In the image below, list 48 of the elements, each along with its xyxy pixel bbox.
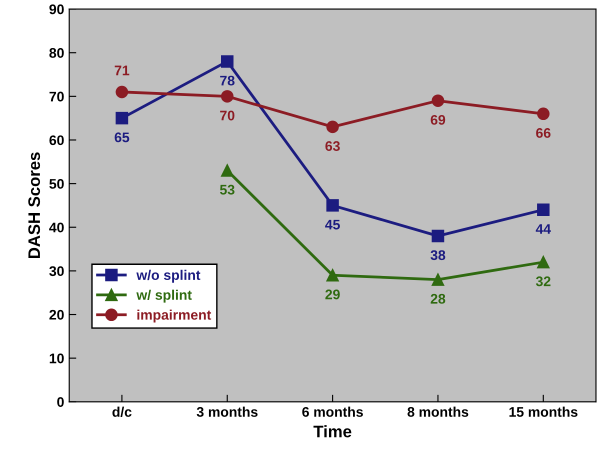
y-tick-label: 20 bbox=[49, 310, 64, 320]
point bbox=[432, 94, 444, 107]
y-tick-label: 40 bbox=[49, 222, 64, 232]
data-label: 45 bbox=[325, 220, 340, 230]
point bbox=[221, 90, 234, 103]
y-tick-label: 0 bbox=[57, 397, 64, 407]
x-axis-title: Time bbox=[313, 425, 352, 438]
data-label: 32 bbox=[536, 276, 550, 286]
x-tick-label: 15 months bbox=[509, 406, 578, 417]
point bbox=[432, 230, 444, 242]
point bbox=[221, 164, 234, 177]
point bbox=[116, 112, 128, 124]
point bbox=[326, 199, 339, 212]
x-tick-label: 3 months bbox=[196, 406, 258, 417]
x-tick-label: 8 months bbox=[408, 406, 468, 417]
data-label: 78 bbox=[220, 76, 235, 86]
point bbox=[537, 256, 550, 268]
point bbox=[116, 86, 128, 98]
data-label: 29 bbox=[325, 290, 340, 300]
data-label: 70 bbox=[220, 110, 234, 120]
data-label: 63 bbox=[325, 141, 340, 152]
data-label: 44 bbox=[536, 224, 551, 234]
data-label: 66 bbox=[536, 128, 551, 138]
legend-label: w/ splint bbox=[136, 290, 192, 303]
y-tick-label: 50 bbox=[49, 178, 64, 189]
legend-label: w/o splint bbox=[136, 270, 200, 283]
y-tick-label: 90 bbox=[49, 4, 64, 14]
point bbox=[326, 269, 339, 282]
y-tick-label: 80 bbox=[49, 48, 64, 58]
data-label: 65 bbox=[114, 132, 130, 142]
point bbox=[537, 108, 550, 120]
point bbox=[537, 204, 550, 216]
y-tick-label: 70 bbox=[50, 92, 64, 102]
y-axis-title: DASH Scores bbox=[28, 152, 40, 258]
y-tick-label: 30 bbox=[49, 266, 64, 276]
data-label: 28 bbox=[430, 294, 446, 304]
point bbox=[432, 273, 444, 286]
data-label: 38 bbox=[430, 250, 446, 260]
point bbox=[326, 120, 339, 134]
y-tick-label: 10 bbox=[50, 353, 64, 364]
y-tick-label: 60 bbox=[49, 135, 64, 146]
x-tick-label: 6 months bbox=[302, 406, 363, 417]
point bbox=[221, 55, 234, 68]
x-tick-label: d/c bbox=[112, 406, 132, 417]
data-label: 69 bbox=[430, 114, 446, 125]
data-label: 53 bbox=[220, 184, 234, 195]
legend-label: impairment bbox=[137, 310, 212, 323]
data-label: 71 bbox=[114, 66, 130, 76]
